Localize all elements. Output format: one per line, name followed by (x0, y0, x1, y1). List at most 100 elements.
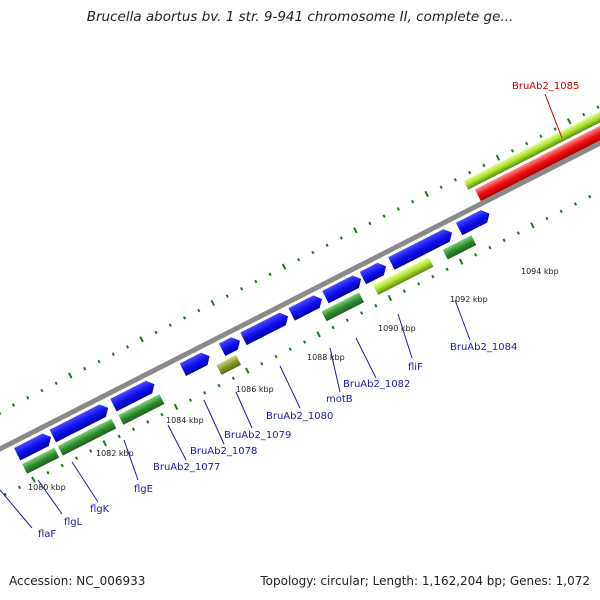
gene-arrow-BruAb2_1079[interactable] (240, 310, 291, 346)
gene-label-flaF[interactable]: flaF (38, 529, 56, 540)
tick-mark (54, 381, 58, 386)
tick-mark (331, 325, 335, 330)
tick-mark (488, 245, 492, 250)
gene-arrow-flaF[interactable] (14, 431, 54, 461)
tick-mark (74, 456, 79, 461)
gene-label-motB[interactable]: motB (326, 394, 353, 405)
tick-mark (131, 427, 136, 431)
tick-mark (502, 238, 506, 243)
gene-label-BruAb2_1080[interactable]: BruAb2_1080 (266, 411, 333, 422)
gene-arrow-flgE[interactable] (179, 350, 213, 376)
tick-mark (281, 263, 287, 270)
tick-mark (102, 440, 108, 447)
tick-mark (374, 303, 378, 308)
tick-mark (525, 141, 529, 146)
tick-mark (60, 463, 64, 468)
gene-label-BruAb2_1077[interactable]: BruAb2_1077 (153, 462, 220, 473)
tick-mark (210, 299, 216, 307)
tick-mark (67, 372, 73, 379)
tick-mark (396, 207, 400, 211)
tick-mark (474, 253, 478, 257)
gene-arrow-fliF[interactable] (388, 226, 455, 270)
tick-mark (360, 311, 364, 315)
gene-label-BruAb2_1082[interactable]: BruAb2_1082 (343, 379, 410, 390)
tick-mark (445, 267, 449, 272)
tick-mark (89, 449, 93, 453)
tick-mark (3, 492, 7, 497)
gene-label-flgK[interactable]: flgK (90, 504, 110, 515)
tick-mark (411, 199, 415, 204)
tick-mark (545, 216, 549, 221)
tick-mark (274, 354, 278, 359)
gene-label-BruAb2_1085[interactable]: BruAb2_1085 (512, 81, 579, 92)
cds-flgK[interactable] (118, 394, 165, 425)
tick-mark (345, 318, 349, 323)
tick-mark (387, 294, 393, 302)
gene-arrow-motB[interactable] (322, 273, 364, 304)
label-leader-lines (0, 93, 563, 529)
tick-mark (154, 330, 158, 335)
tick-mark (0, 408, 2, 415)
cds-track (22, 235, 477, 474)
tick-mark (231, 376, 235, 381)
tick-mark (11, 403, 16, 407)
cds-fliF[interactable] (373, 256, 434, 295)
tick-mark (139, 336, 144, 343)
tick-mark (125, 345, 130, 349)
gene-arrow-BruAb2_1080[interactable] (288, 293, 325, 321)
gene-label-BruAb2_1078[interactable]: BruAb2_1078 (190, 446, 257, 457)
scale-label-1094: 1094 kbp (521, 267, 559, 276)
tick-mark (439, 185, 443, 189)
tick-mark (239, 287, 244, 291)
tick-mark (288, 347, 292, 352)
cds-flgL[interactable] (57, 418, 117, 456)
gene-label-BruAb2_1079[interactable]: BruAb2_1079 (224, 430, 291, 441)
tick-mark (97, 359, 101, 364)
tick-mark (160, 412, 164, 417)
tick-mark (402, 289, 406, 293)
tick-mark (588, 194, 592, 199)
cds-flaF[interactable] (22, 447, 60, 474)
gene-arrow-flgL[interactable] (49, 402, 112, 443)
tick-mark (482, 163, 486, 168)
scale-label-1086: 1086 kbp (236, 385, 274, 394)
cds-BruAb2_1084[interactable] (442, 235, 477, 260)
gene-arrow-flgK[interactable] (110, 378, 157, 412)
map-title: Brucella abortus bv. 1 str. 9-941 chromo… (86, 9, 514, 25)
scale-labels: 1080 kbp 1082 kbp 1084 kbp 1086 kbp 1088… (28, 267, 559, 492)
gene-arrow-BruAb2_1082[interactable] (359, 260, 390, 285)
tick-mark (339, 236, 343, 240)
tick-mark (203, 391, 207, 395)
tick-mark (417, 282, 421, 286)
gene-label-fliF[interactable]: fliF (408, 362, 423, 373)
tick-mark (254, 279, 258, 284)
gene-arrow-BruAb2_1085[interactable] (474, 101, 600, 202)
tick-mark (297, 257, 301, 262)
tick-mark (146, 420, 150, 424)
tick-mark (217, 383, 221, 388)
gene-label-flgL[interactable]: flgL (64, 517, 83, 528)
gene-label-flgE[interactable]: flgE (134, 484, 153, 495)
tick-mark (40, 388, 44, 393)
gene-arrow-BruAb2_1078[interactable] (218, 334, 243, 357)
tick-mark (117, 434, 121, 439)
gene-label-BruAb2_1084[interactable]: BruAb2_1084 (450, 342, 517, 353)
tick-mark (182, 316, 187, 320)
gene-arrow-BruAb2_1084[interactable] (455, 207, 493, 236)
tick-mark (582, 112, 586, 117)
cds-BruAb2_1078[interactable] (216, 355, 242, 375)
tick-mark (17, 485, 22, 490)
tick-mark (458, 258, 464, 265)
tick-mark (368, 221, 372, 226)
track-group (0, 89, 600, 497)
tick-mark (382, 214, 386, 218)
tick-mark (468, 170, 472, 175)
tick-mark (260, 362, 264, 366)
tick-mark (311, 250, 315, 255)
cds-BruAb2_1085[interactable] (463, 89, 600, 190)
cds-motB[interactable] (321, 292, 364, 322)
tick-mark (302, 340, 307, 344)
tick-mark (530, 222, 535, 229)
scale-label-1084: 1084 kbp (166, 416, 204, 425)
